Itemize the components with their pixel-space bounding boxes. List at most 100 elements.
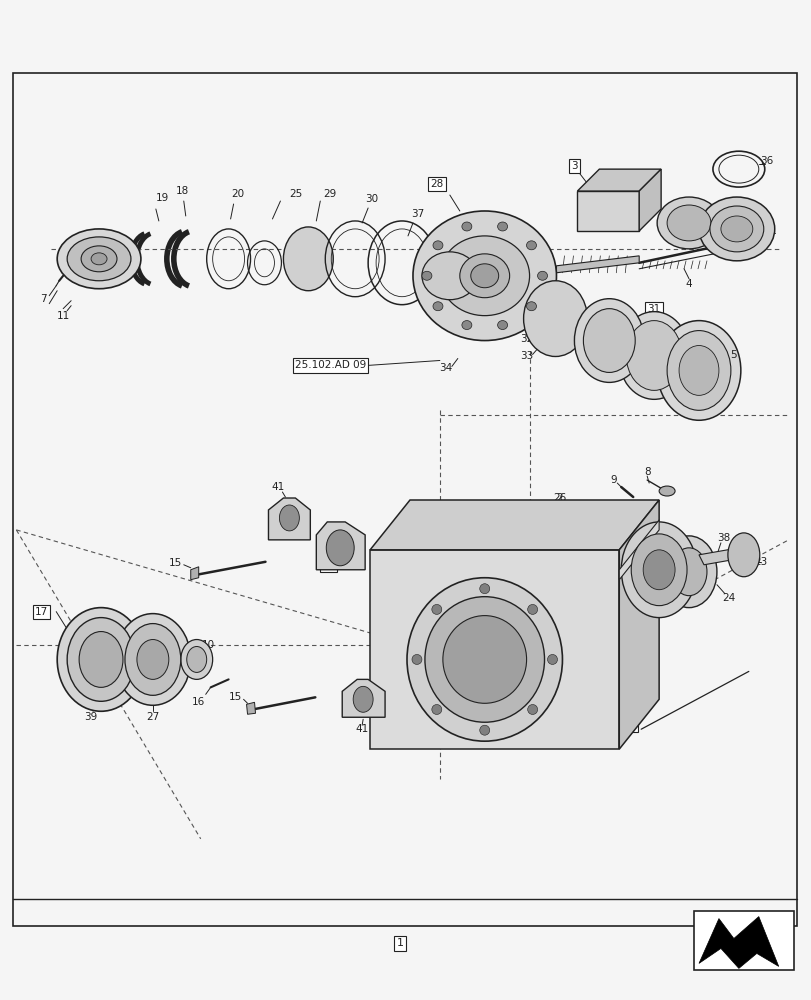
Text: 17: 17 <box>35 607 48 617</box>
Ellipse shape <box>353 686 372 712</box>
Polygon shape <box>619 520 659 580</box>
Text: 28: 28 <box>430 179 443 189</box>
Text: 33: 33 <box>519 351 533 361</box>
Text: 34: 34 <box>439 363 452 373</box>
Ellipse shape <box>79 632 122 687</box>
Ellipse shape <box>137 640 169 679</box>
Ellipse shape <box>67 618 135 701</box>
Ellipse shape <box>431 604 441 614</box>
Text: 26: 26 <box>552 493 565 503</box>
Ellipse shape <box>667 205 710 241</box>
Ellipse shape <box>698 197 774 261</box>
Ellipse shape <box>670 548 706 596</box>
Ellipse shape <box>660 536 716 608</box>
Ellipse shape <box>431 705 441 714</box>
Ellipse shape <box>573 299 643 382</box>
Ellipse shape <box>57 608 144 711</box>
Text: 38: 38 <box>716 533 730 543</box>
Ellipse shape <box>625 321 681 390</box>
Ellipse shape <box>181 640 212 679</box>
Polygon shape <box>638 169 660 231</box>
Ellipse shape <box>479 584 489 594</box>
Text: 30: 30 <box>365 194 378 204</box>
Text: 1: 1 <box>396 938 403 948</box>
Text: 14: 14 <box>321 560 334 570</box>
Ellipse shape <box>432 241 443 250</box>
Text: 4: 4 <box>684 279 692 289</box>
Text: 25: 25 <box>289 189 302 199</box>
Text: 15: 15 <box>229 692 242 702</box>
Ellipse shape <box>440 236 529 316</box>
Text: 31: 31 <box>646 304 660 314</box>
Ellipse shape <box>413 211 556 341</box>
Ellipse shape <box>115 614 191 705</box>
Ellipse shape <box>667 331 730 410</box>
Polygon shape <box>247 702 255 714</box>
Text: 10: 10 <box>202 640 215 650</box>
Text: 20: 20 <box>231 189 244 199</box>
Ellipse shape <box>526 302 536 311</box>
Text: 21: 21 <box>552 507 565 517</box>
Ellipse shape <box>582 309 634 372</box>
Text: 41: 41 <box>355 724 368 734</box>
Ellipse shape <box>461 321 471 330</box>
Polygon shape <box>191 567 199 580</box>
Ellipse shape <box>656 321 740 420</box>
Ellipse shape <box>422 252 477 300</box>
Ellipse shape <box>57 229 141 289</box>
Ellipse shape <box>422 271 431 280</box>
Ellipse shape <box>497 321 507 330</box>
Ellipse shape <box>411 654 422 664</box>
Text: 15: 15 <box>169 558 182 568</box>
Polygon shape <box>577 169 660 191</box>
Ellipse shape <box>470 264 498 288</box>
Ellipse shape <box>523 281 586 356</box>
Text: 6: 6 <box>687 329 693 339</box>
Ellipse shape <box>527 604 537 614</box>
Ellipse shape <box>459 254 509 298</box>
Text: 25.102.AD 09: 25.102.AD 09 <box>294 360 366 370</box>
Polygon shape <box>370 550 619 749</box>
Ellipse shape <box>727 533 759 577</box>
Ellipse shape <box>326 530 354 566</box>
Ellipse shape <box>479 725 489 735</box>
Ellipse shape <box>547 654 557 664</box>
Ellipse shape <box>125 624 181 695</box>
Text: 23: 23 <box>753 557 766 567</box>
Bar <box>13 73 796 926</box>
Polygon shape <box>370 500 659 550</box>
Polygon shape <box>619 500 659 749</box>
Ellipse shape <box>537 271 547 280</box>
Ellipse shape <box>279 505 299 531</box>
Text: 36: 36 <box>759 156 772 166</box>
Ellipse shape <box>526 241 536 250</box>
Text: 2: 2 <box>556 493 562 503</box>
Ellipse shape <box>678 346 718 395</box>
Ellipse shape <box>720 216 752 242</box>
Text: 19: 19 <box>156 193 169 203</box>
Ellipse shape <box>67 237 131 281</box>
Polygon shape <box>698 917 778 968</box>
Ellipse shape <box>617 312 689 399</box>
Ellipse shape <box>659 486 674 496</box>
Polygon shape <box>698 548 743 565</box>
Text: 41: 41 <box>272 482 285 492</box>
Text: 37: 37 <box>411 209 424 219</box>
Ellipse shape <box>283 227 333 291</box>
Ellipse shape <box>432 302 443 311</box>
Text: 40: 40 <box>706 214 719 224</box>
Text: 8: 8 <box>643 467 650 477</box>
Text: 16: 16 <box>192 697 205 707</box>
Ellipse shape <box>91 253 107 265</box>
Ellipse shape <box>461 222 471 231</box>
Ellipse shape <box>620 522 696 618</box>
Polygon shape <box>268 498 310 540</box>
Bar <box>693 911 792 970</box>
Ellipse shape <box>442 616 526 703</box>
Text: 3: 3 <box>570 161 577 171</box>
Text: 35: 35 <box>762 226 775 236</box>
Text: 18: 18 <box>176 186 189 196</box>
Text: 11: 11 <box>57 311 70 321</box>
Text: 27: 27 <box>146 712 159 722</box>
Ellipse shape <box>424 597 544 722</box>
